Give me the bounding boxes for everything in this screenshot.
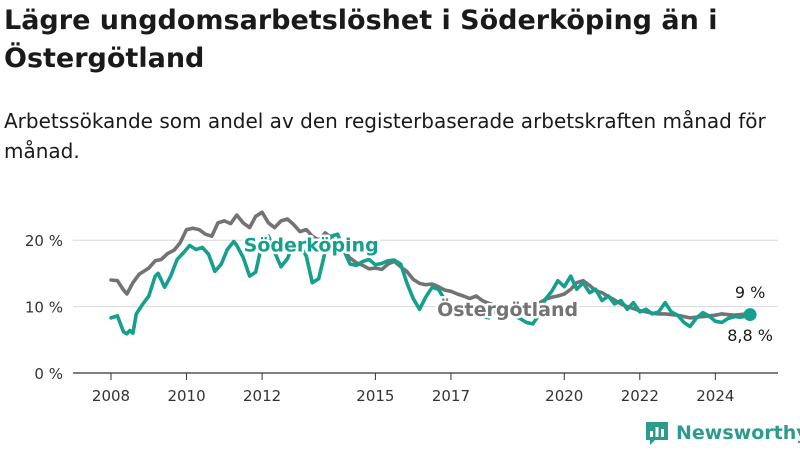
x-tick-label: 2024 xyxy=(696,387,734,405)
chart-title: Lägre ungdomsarbetslöshet i Söderköping … xyxy=(4,5,718,74)
x-tick-label: 2020 xyxy=(545,387,583,405)
x-tick-label: 2022 xyxy=(621,387,659,405)
x-tick-label: 2008 xyxy=(92,387,130,405)
end-value-label-soderkoping: 8,8 % xyxy=(727,326,773,345)
y-tick-label: 20 % xyxy=(25,232,63,250)
newsworthy-logo: Newsworthy xyxy=(644,418,800,448)
end-value-label-ostergotland: 9 % xyxy=(735,283,765,302)
series-label-ostergotland: Östergötland xyxy=(437,297,578,321)
chart-subtitle: Arbetssökande som andel av den registerb… xyxy=(4,109,766,163)
x-tick-label: 2017 xyxy=(432,387,470,405)
x-tick-label: 2015 xyxy=(356,387,394,405)
series-lines xyxy=(109,210,752,336)
x-axis: 2008 2010 2012 2015 2017 2020 2022 2024 xyxy=(73,372,778,405)
series-label-soderkoping: Söderköping xyxy=(244,234,379,256)
chart-bars-icon xyxy=(646,422,668,445)
y-axis-ticks: 0 % 10 % 20 % xyxy=(25,232,63,383)
x-tick-label: 2010 xyxy=(167,387,205,405)
end-point-marker xyxy=(743,308,757,322)
series-labels: Östergötland 9 % Söderköping 8,8 % xyxy=(241,232,773,345)
series-line-ostergotland xyxy=(109,210,752,320)
brand-name: Newsworthy xyxy=(676,422,800,444)
x-tick-label: 2012 xyxy=(243,387,281,405)
series-line-soderkoping xyxy=(109,232,752,336)
y-tick-label: 10 % xyxy=(25,299,63,317)
y-tick-label: 0 % xyxy=(34,365,63,383)
